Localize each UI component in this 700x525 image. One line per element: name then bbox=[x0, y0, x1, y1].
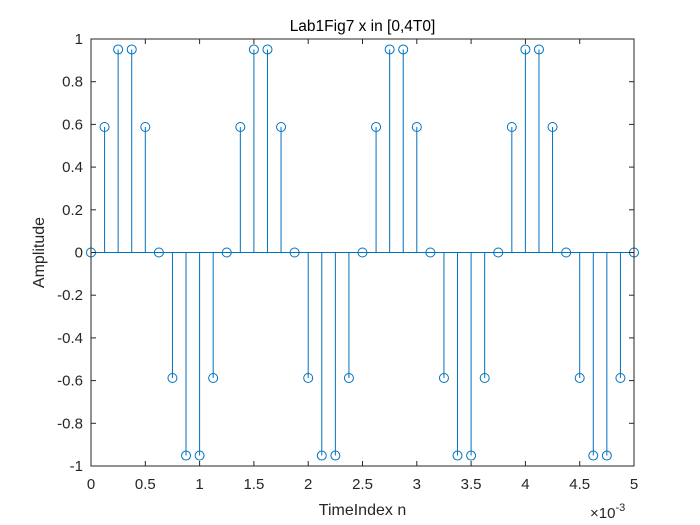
x-tick-label: 3 bbox=[413, 476, 421, 493]
stem-marker bbox=[533, 44, 544, 55]
x-tick-label: 2 bbox=[304, 476, 312, 493]
stem-marker bbox=[384, 44, 395, 55]
stem-marker bbox=[194, 450, 205, 461]
stem-marker bbox=[330, 450, 341, 461]
y-tick-label: 1 bbox=[75, 31, 83, 48]
x-tick-label: 5 bbox=[630, 476, 638, 493]
stem-marker bbox=[357, 247, 368, 258]
stem-marker bbox=[126, 44, 137, 55]
stem-marker bbox=[493, 247, 504, 258]
y-tick-label: -0.8 bbox=[57, 415, 83, 432]
stem-marker bbox=[289, 247, 300, 258]
stem-marker bbox=[167, 372, 178, 383]
x-tick-label: 1.5 bbox=[243, 476, 264, 493]
y-tick-label: 0.6 bbox=[62, 116, 83, 133]
stem-marker bbox=[547, 122, 558, 133]
x-tick-label: 0.5 bbox=[135, 476, 156, 493]
stem-marker bbox=[506, 122, 517, 133]
x-tick-label: 4.5 bbox=[569, 476, 590, 493]
y-tick-label: 0 bbox=[75, 245, 83, 262]
stem-marker bbox=[248, 44, 259, 55]
stem-marker bbox=[140, 122, 151, 133]
stem-marker bbox=[316, 450, 327, 461]
stem-marker bbox=[615, 372, 626, 383]
stem-marker bbox=[221, 247, 232, 258]
stem-marker bbox=[425, 247, 436, 258]
stem-marker bbox=[276, 122, 287, 133]
y-tick-label: -1 bbox=[70, 458, 83, 475]
x-exponent-power: -3 bbox=[615, 502, 625, 514]
stem-marker bbox=[153, 247, 164, 258]
stem-markers bbox=[86, 44, 639, 461]
stem-marker bbox=[371, 122, 382, 133]
x-axis-ticks: 0 0.5 1 1.5 2 2.5 3 3.5 4 4.5 5 bbox=[87, 39, 638, 493]
x-axis-label: TimeIndex n bbox=[319, 502, 406, 519]
y-tick-label: 0.8 bbox=[62, 74, 83, 91]
x-tick-label: 1 bbox=[195, 476, 203, 493]
axes-box bbox=[90, 38, 635, 467]
stem-marker bbox=[561, 247, 572, 258]
stem-marker bbox=[343, 372, 354, 383]
stem-marker bbox=[262, 44, 273, 55]
y-axis-ticks: 1 0.8 0.6 0.4 0.2 0 -0.2 -0.4 -0.6 -0.8 -1 bbox=[57, 31, 634, 475]
stem-marker bbox=[411, 122, 422, 133]
stem-marker bbox=[466, 450, 477, 461]
x-tick-label: 0 bbox=[87, 476, 95, 493]
x-tick-label: 2.5 bbox=[352, 476, 373, 493]
y-tick-label: 0.4 bbox=[62, 159, 83, 176]
chart-title: Lab1Fig7 x in [0,4T0] bbox=[290, 18, 436, 35]
stem-marker bbox=[99, 122, 110, 133]
stem-marker bbox=[601, 450, 612, 461]
stem-marker bbox=[438, 372, 449, 383]
stem-marker bbox=[398, 44, 409, 55]
stem-marker bbox=[113, 44, 124, 55]
stem-lines bbox=[104, 49, 621, 456]
stem-marker bbox=[181, 450, 192, 461]
stem-marker bbox=[235, 122, 246, 133]
y-tick-label: 0.2 bbox=[62, 202, 83, 219]
y-axis-label: Amplitude bbox=[31, 217, 48, 288]
stem-marker bbox=[303, 372, 314, 383]
stem-marker bbox=[452, 450, 463, 461]
stem-marker bbox=[588, 450, 599, 461]
x-tick-label: 3.5 bbox=[461, 476, 482, 493]
y-tick-label: -0.4 bbox=[57, 330, 83, 347]
stem-marker bbox=[520, 44, 531, 55]
x-exponent-label: ×10-3 bbox=[590, 502, 625, 522]
x-tick-label: 4 bbox=[521, 476, 529, 493]
stem-marker bbox=[208, 372, 219, 383]
y-tick-label: -0.2 bbox=[57, 287, 83, 304]
stem-marker bbox=[479, 372, 490, 383]
y-tick-label: -0.6 bbox=[57, 373, 83, 390]
stem-marker bbox=[574, 372, 585, 383]
